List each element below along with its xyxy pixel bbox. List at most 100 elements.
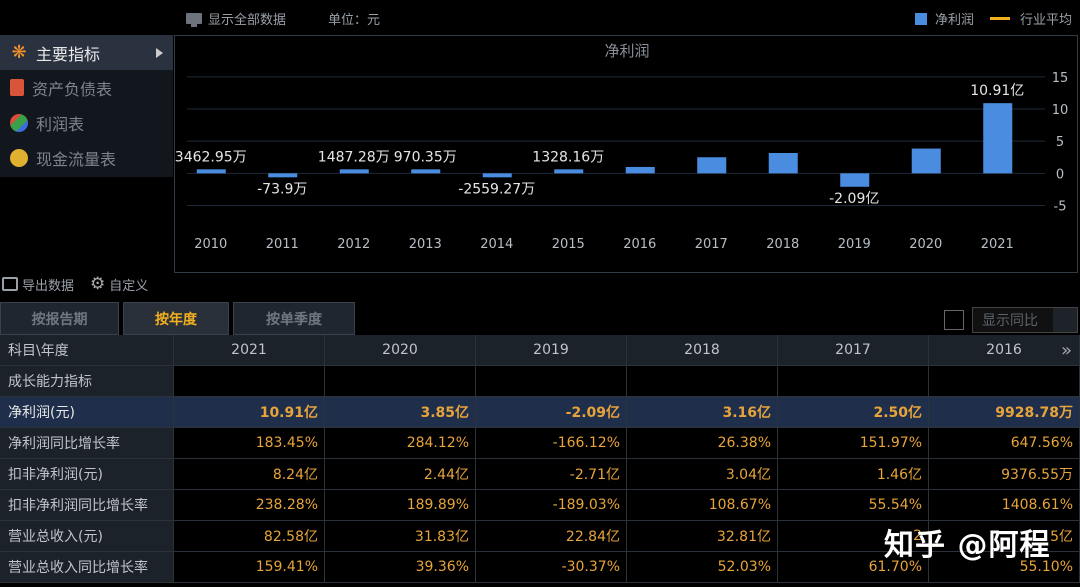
coin-icon [10,148,28,167]
row-value: 32.81亿 [627,521,778,551]
chart-bar [196,169,226,174]
row-value: 39.36% [325,552,476,582]
row-value: 183.45% [174,428,325,458]
table-row[interactable]: 净利润同比增长率 183.45% 284.12% -166.12% 26.38% 151.… [0,428,1080,459]
row-value [325,366,476,396]
row-value: 22.84亿 [476,521,627,551]
row-value: -2.09亿 [476,397,627,427]
row-value: -30.37% [476,552,627,582]
row-value: 1.46亿 [778,459,929,489]
unit-label: 单位：元 [328,13,381,28]
row-value: 284.12% [325,428,476,458]
show-all-label: 显示全部数据 [208,13,287,28]
book-icon [10,79,24,96]
row-value: -2.71亿 [476,459,627,489]
row-value: 151.97% [778,428,929,458]
cube-icon [10,113,28,132]
x-tick-label: 2015 [552,237,585,252]
sidebar-item-balance-sheet[interactable]: 资产负债表 [0,70,173,105]
y-tick-label: 10 [1052,103,1069,118]
row-value: 9376.55万 [929,459,1080,489]
chevron-right-icon [156,47,163,58]
row-value: 647.56% [929,428,1080,458]
gear-icon: ⚙ [90,274,106,294]
data-label: 10.91亿 [970,83,1024,99]
net-profit-chart: 净利润 -5 0 5 10 15 2010 3462.95万 2011 -73.9万 2012 148… [174,35,1078,273]
row-label: 扣非净利润同比增长率 [0,490,174,520]
table-row[interactable]: 营业总收入(元) 82.58亿 31.83亿 22.84亿 32.81亿 2 5亿 [0,521,1080,552]
export-icon [2,277,18,291]
row-label: 净利润同比增长率 [0,428,174,458]
row-label: 净利润(元) [0,397,174,427]
top-bar: 显示全部数据 单位：元 净利润 行业平均 [0,0,1080,35]
sidebar-item-cash-flow[interactable]: 现金流量表 [0,140,173,175]
sidebar-item-label: 现金流量表 [36,149,117,169]
chart-bar [768,153,798,174]
yoy-controls: 显示同比 [944,307,1078,333]
legend-line-swatch [989,17,1010,20]
sidebar-item-label: 主要指标 [36,44,101,64]
row-value: 10.91亿 [174,397,325,427]
row-value: 26.38% [627,428,778,458]
y-tick-label: 0 [1056,167,1064,182]
row-value: 82.58亿 [174,521,325,551]
table-row[interactable]: 扣非净利润(元) 8.24亿 2.44亿 -2.71亿 3.04亿 1.46亿 9376.5… [0,459,1080,490]
row-value [627,366,778,396]
header-year: 2017 [778,335,929,365]
table-row[interactable]: 成长能力指标 [0,366,1080,397]
header-year: 2016 [929,335,1080,365]
chart-bar [268,173,298,178]
yoy-checkbox[interactable] [944,310,964,330]
chart-legend: 净利润 行业平均 [914,9,1072,28]
chart-bar [840,173,870,187]
legend-bar-swatch [914,12,927,25]
header-label: 科目\年度 [0,335,174,365]
customize-button[interactable]: 自定义 [109,278,149,294]
x-tick-label: 2021 [981,237,1014,252]
row-value: 3.85亿 [325,397,476,427]
table-row[interactable]: 扣非净利润同比增长率 238.28% 189.89% -189.03% 108.67% 5… [0,490,1080,521]
row-value [476,366,627,396]
table-row[interactable]: 净利润(元) 10.91亿 3.85亿 -2.09亿 3.16亿 2.50亿 9928.78… [0,397,1080,428]
x-tick-label: 2017 [695,237,728,252]
table-header-row: 科目\年度 2021 2020 2019 2018 2017 2016 [0,335,1080,366]
sidebar-item-income-statement[interactable]: 利润表 [0,105,173,140]
row-label: 成长能力指标 [0,366,174,396]
chart-bar [983,103,1013,174]
tab-by-report-period[interactable]: 按报告期 [0,302,119,335]
double-chevron-right-icon[interactable]: » [1060,340,1072,361]
legend-industry-avg[interactable]: 行业平均 [1019,13,1072,28]
export-data-button[interactable]: 导出数据 [22,278,75,294]
show-yoy-button[interactable]: 显示同比 [972,307,1078,333]
row-value: 55.54% [778,490,929,520]
chart-bar [911,148,941,174]
watermark: 知乎 @阿程 [884,528,1051,563]
row-label: 营业总收入同比增长率 [0,552,174,582]
x-tick-label: 2016 [623,237,656,252]
monitor-icon [186,13,202,27]
row-value: 108.67% [627,490,778,520]
chart-bar [697,157,727,174]
tab-by-year[interactable]: 按年度 [123,302,229,335]
row-value [174,366,325,396]
chart-bar [625,166,655,174]
row-value: 1408.61% [929,490,1080,520]
data-label: 1487.28万 [318,149,390,165]
flower-icon: ❋ [11,41,27,63]
x-tick-label: 2011 [266,237,299,252]
chart-svg: 净利润 -5 0 5 10 15 2010 3462.95万 2011 -73.9万 2012 148… [175,42,1069,252]
data-label: 1328.16万 [532,149,604,165]
x-tick-label: 2014 [480,237,513,252]
header-year: 2021 [174,335,325,365]
row-value: 159.41% [174,552,325,582]
x-tick-label: 2013 [409,237,442,252]
row-label: 扣非净利润(元) [0,459,174,489]
header-year: 2018 [627,335,778,365]
tab-by-quarter[interactable]: 按单季度 [233,302,355,335]
row-label: 营业总收入(元) [0,521,174,551]
show-all-data-toggle[interactable]: 显示全部数据 [186,9,286,28]
sidebar-item-main-indicators[interactable]: ❋ 主要指标 [0,35,173,70]
row-value: 31.83亿 [325,521,476,551]
y-tick-label: -5 [1054,199,1067,214]
row-value: -189.03% [476,490,627,520]
